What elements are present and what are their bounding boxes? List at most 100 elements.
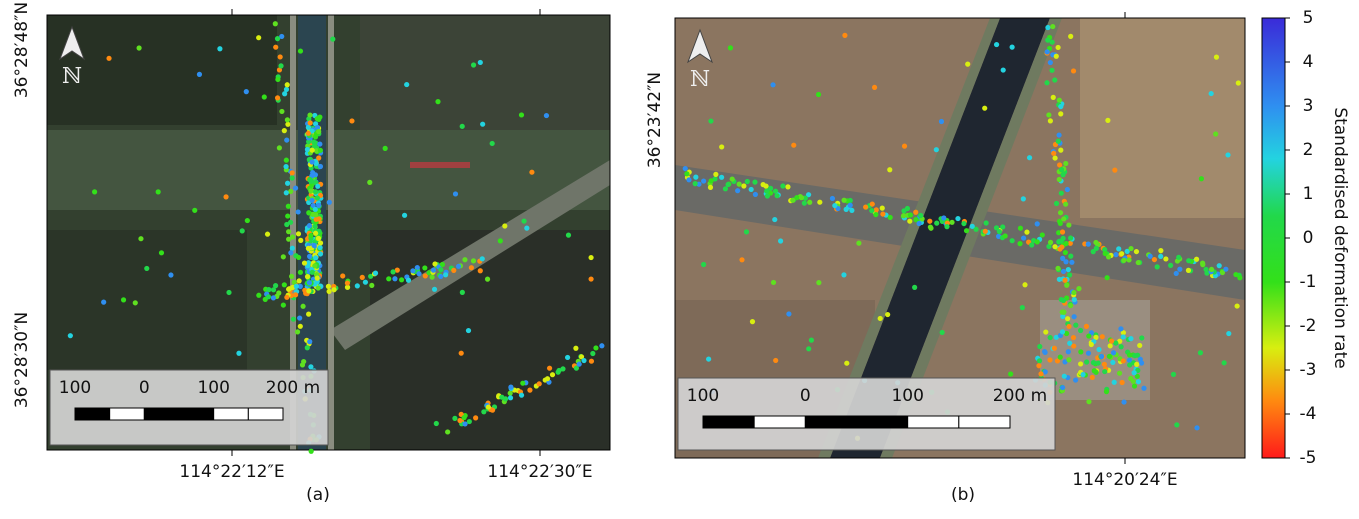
point (683, 166, 688, 171)
point (1049, 68, 1054, 73)
point (1047, 357, 1052, 362)
point (1223, 267, 1228, 272)
point (1112, 380, 1117, 385)
point (589, 359, 594, 364)
scale-label: 100 (59, 378, 91, 398)
point (529, 170, 534, 175)
point (817, 200, 822, 205)
point (770, 82, 775, 87)
point (326, 289, 331, 294)
point (537, 381, 542, 386)
point (286, 204, 291, 209)
point (236, 351, 241, 356)
point (1018, 226, 1023, 231)
point (816, 92, 821, 97)
point (1104, 389, 1109, 394)
point (432, 287, 437, 292)
scale-label: 100 (687, 386, 719, 406)
point (878, 316, 883, 321)
point (244, 89, 249, 94)
point (912, 285, 917, 290)
point (1226, 331, 1231, 336)
point (708, 118, 713, 123)
point (802, 201, 807, 206)
point (1084, 324, 1089, 329)
scale-segment (110, 408, 145, 420)
point (1128, 336, 1133, 341)
point (1235, 303, 1240, 308)
point (313, 212, 318, 217)
point (1086, 399, 1091, 404)
point (590, 351, 595, 356)
point (869, 208, 874, 213)
point (774, 193, 779, 198)
point (1058, 104, 1063, 109)
point (471, 62, 476, 67)
point (1112, 168, 1117, 173)
point (1148, 254, 1153, 259)
point (438, 267, 443, 272)
point (481, 409, 486, 414)
point (279, 109, 284, 114)
point (429, 275, 434, 280)
point (1099, 354, 1104, 359)
point (307, 223, 312, 228)
point (431, 268, 436, 273)
point (1045, 25, 1050, 30)
panel-caption: (a) (306, 485, 330, 505)
colorbar-tick-label: -4 (1300, 404, 1317, 424)
point (1001, 67, 1006, 72)
point (294, 284, 299, 289)
scale-segment (805, 416, 856, 428)
point (588, 276, 593, 281)
point (302, 260, 307, 265)
point (1118, 326, 1123, 331)
point (1096, 347, 1101, 352)
point (939, 119, 944, 124)
point (1052, 346, 1057, 351)
point (874, 207, 879, 212)
point (588, 255, 593, 260)
point (1066, 357, 1071, 362)
point (318, 164, 323, 169)
point (285, 117, 290, 122)
point (1110, 360, 1115, 365)
point (1058, 111, 1063, 116)
point (410, 268, 415, 273)
point (994, 42, 999, 47)
colorbar-tick-label: 2 (1303, 140, 1314, 160)
point (490, 141, 495, 146)
point (752, 180, 757, 185)
point (1060, 385, 1065, 390)
point (1213, 131, 1218, 136)
point (885, 312, 890, 317)
point (1096, 360, 1101, 365)
point (308, 233, 313, 238)
point (422, 265, 427, 270)
point (928, 226, 933, 231)
point (1186, 268, 1191, 273)
point (298, 238, 303, 243)
point (983, 229, 988, 234)
point (1058, 210, 1063, 215)
point (275, 36, 280, 41)
point (941, 215, 946, 220)
point (310, 170, 315, 175)
point (713, 172, 718, 177)
point (880, 211, 885, 216)
point (1057, 98, 1062, 103)
point (284, 158, 289, 163)
point (438, 274, 443, 279)
scale-segment (857, 416, 908, 428)
point (1003, 233, 1008, 238)
point (708, 185, 713, 190)
point (456, 264, 461, 269)
point (262, 94, 267, 99)
point (168, 272, 173, 277)
point (725, 182, 730, 187)
point (287, 286, 292, 291)
point (1086, 242, 1091, 247)
point (1194, 257, 1199, 262)
point (307, 112, 312, 117)
point (1076, 286, 1081, 291)
